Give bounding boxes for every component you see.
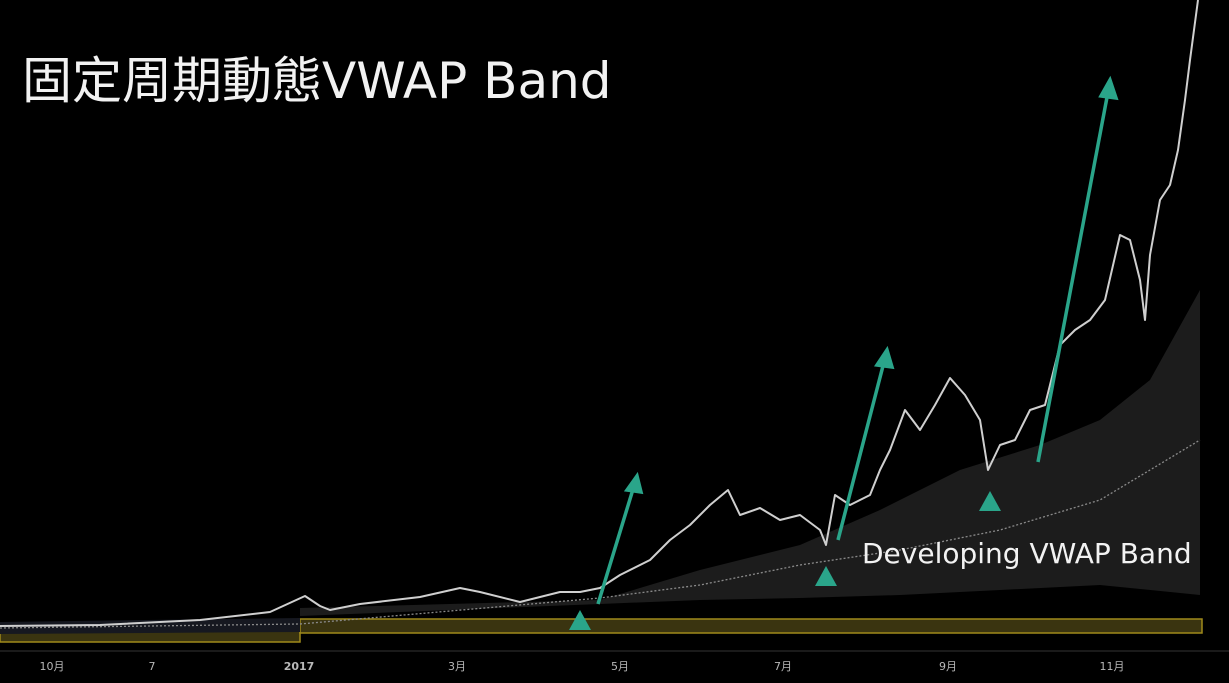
- price-line: [0, 0, 1199, 627]
- annotation: Developing VWAP Band: [862, 537, 1192, 570]
- arrows: [596, 75, 1119, 605]
- vwap-band: [0, 618, 300, 634]
- x-tick-label: 5月: [611, 660, 629, 673]
- x-tick-label: 7月: [774, 660, 792, 673]
- x-tick-label: 7: [149, 660, 156, 673]
- arrow: [1036, 91, 1110, 463]
- arrow-head: [873, 345, 895, 370]
- arrow: [836, 361, 886, 541]
- signals: [569, 491, 1001, 630]
- arrow-head: [623, 471, 644, 495]
- x-tick-label: 10月: [40, 660, 65, 673]
- x-tick-label: 11月: [1100, 660, 1125, 673]
- arrow-head: [1098, 75, 1119, 101]
- x-tick-label: 2017: [284, 660, 315, 673]
- x-tick-labels: 10月 7 2017 3月 5月 7月 9月 11月: [40, 660, 1125, 673]
- yellow-band: [299, 618, 1203, 634]
- chart-title: 固定周期動態VWAP Band: [22, 52, 612, 110]
- triangle: [979, 491, 1001, 511]
- vwap-line: [0, 439, 1201, 629]
- arrow: [596, 485, 636, 605]
- triangle: [569, 610, 591, 630]
- triangle: [815, 566, 837, 586]
- x-tick-label: 3月: [448, 660, 466, 673]
- x-tick-label: 9月: [939, 660, 957, 673]
